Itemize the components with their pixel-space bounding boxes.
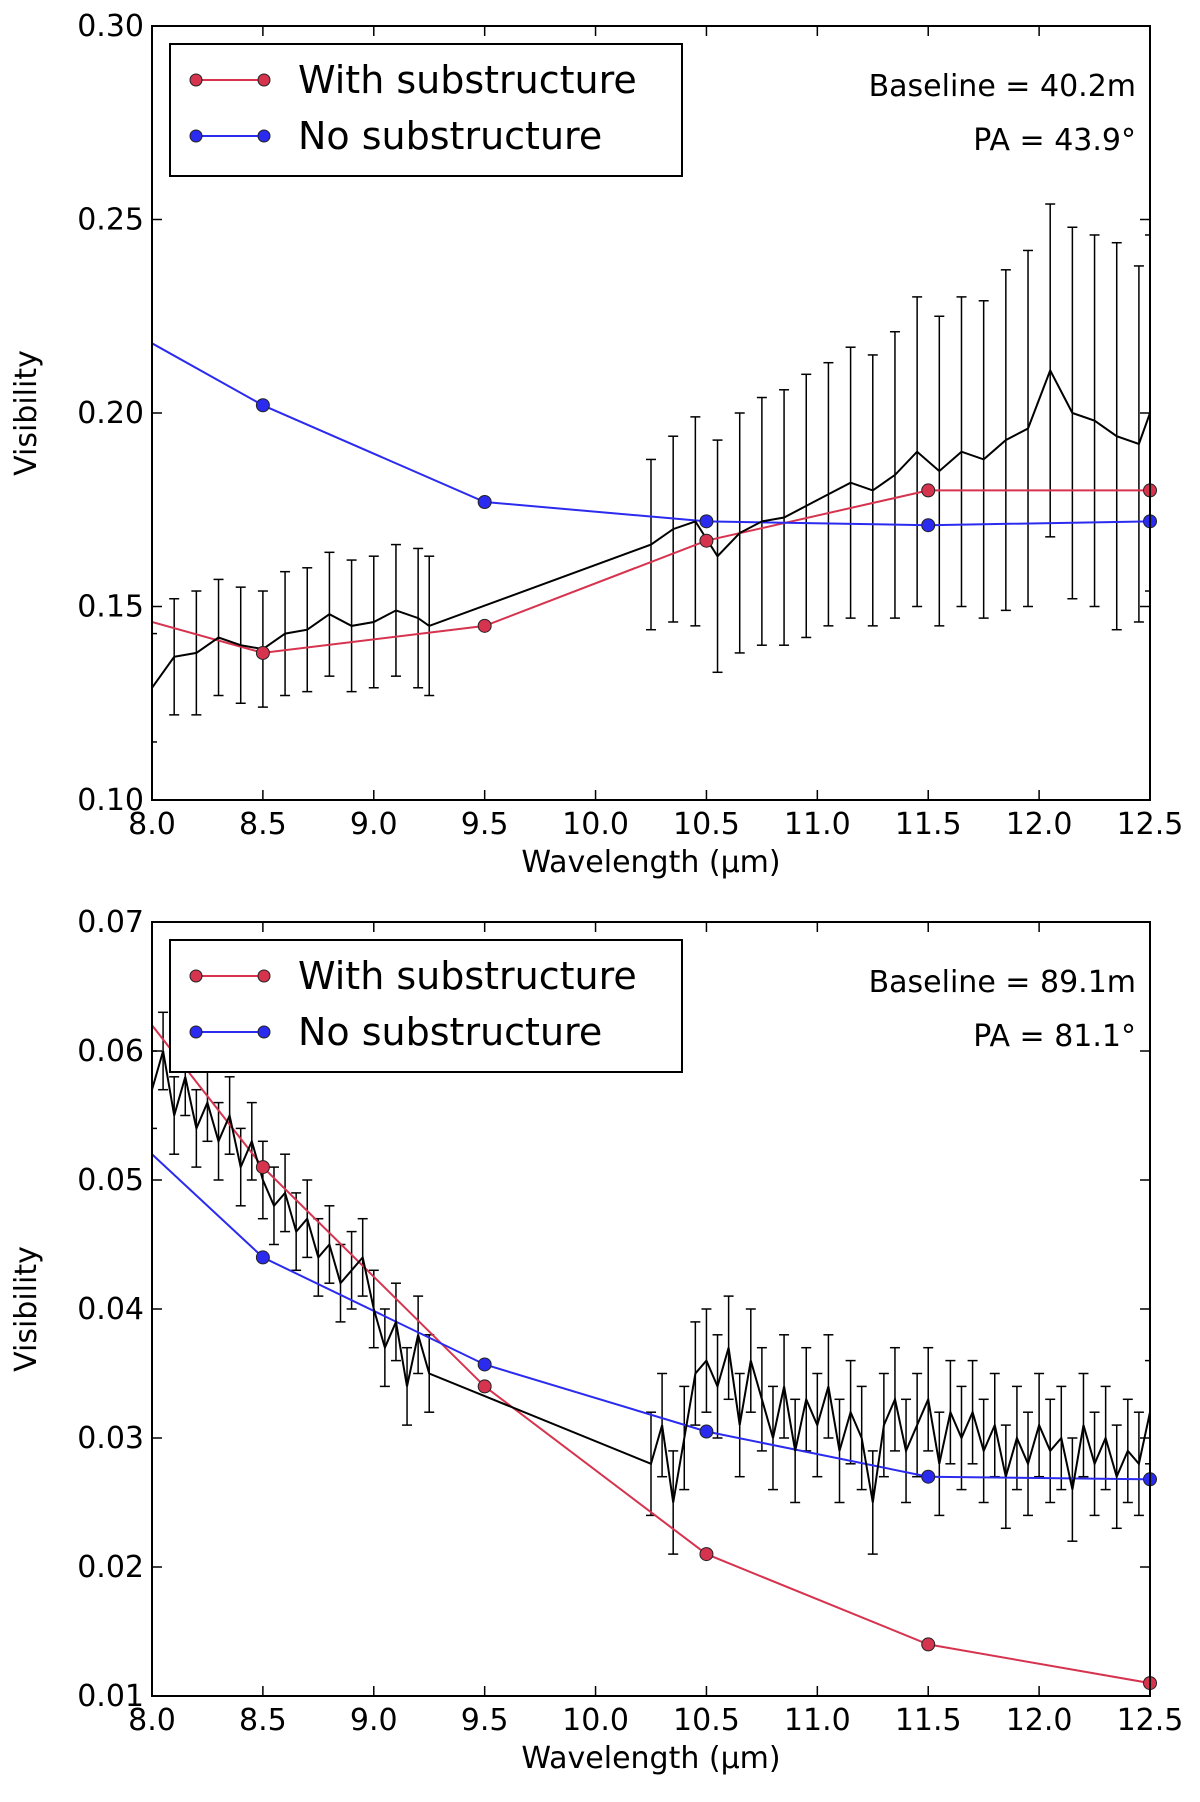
data-point-no-substructure xyxy=(477,1357,492,1372)
legend-marker-no-substructure xyxy=(257,129,271,143)
legend-marker-no-substructure xyxy=(189,1025,203,1039)
x-tick-label: 11.0 xyxy=(784,1703,851,1738)
legend-label-with-substructure: With substructure xyxy=(298,58,637,102)
x-tick-label: 9.0 xyxy=(350,1703,398,1738)
data-point-no-substructure xyxy=(255,398,270,413)
y-tick-label: 0.20 xyxy=(77,396,144,431)
x-tick-label: 8.5 xyxy=(239,807,287,842)
series-markers xyxy=(255,1160,1157,1691)
legend-marker-with-substructure xyxy=(257,969,271,983)
y-tick-label: 0.25 xyxy=(77,203,144,238)
x-tick-label: 12.0 xyxy=(1006,807,1073,842)
x-tick-label: 9.5 xyxy=(461,1703,509,1738)
pa-annotation: PA = 81.1° xyxy=(973,1019,1136,1054)
x-tick-label: 8.0 xyxy=(128,807,176,842)
data-point-with-substructure xyxy=(477,1379,492,1394)
axis-ticks: 8.0 8.5 9.0 9.5 10.0 10.5 11.0 11.5 12.0 12.5 0.10… xyxy=(77,9,1183,842)
legend-marker-with-substructure xyxy=(257,73,271,87)
y-axis-title: Visibility xyxy=(9,1246,44,1372)
x-tick-label: 11.0 xyxy=(784,807,851,842)
x-tick-label: 10.5 xyxy=(673,807,740,842)
x-tick-label: 10.0 xyxy=(562,807,629,842)
data-point-with-substructure xyxy=(921,483,936,498)
data-point-with-substructure xyxy=(255,645,270,660)
data-point-no-substructure xyxy=(699,1424,714,1439)
series-markers xyxy=(255,398,1157,660)
y-tick-label: 0.30 xyxy=(77,9,144,44)
data-point-no-substructure xyxy=(477,495,492,510)
data-point-with-substructure xyxy=(699,1547,714,1562)
axis-ticks: 8.0 8.5 9.0 9.5 10.0 10.5 11.0 11.5 12.0 12.5 0.01… xyxy=(77,905,1183,1738)
errorbars xyxy=(152,203,1150,743)
series-line-with-substructure xyxy=(152,489,1150,654)
panel-top: 8.0 8.5 9.0 9.5 10.0 10.5 11.0 11.5 12.0 12.5 0.10… xyxy=(9,9,1183,880)
x-tick-label: 9.0 xyxy=(350,807,398,842)
series-lines xyxy=(152,1024,1150,1685)
legend-marker-with-substructure xyxy=(189,969,203,983)
legend-marker-no-substructure xyxy=(257,1025,271,1039)
y-axis-title: Visibility xyxy=(9,350,44,476)
legend-marker-no-substructure xyxy=(189,129,203,143)
baseline-annotation: Baseline = 40.2m xyxy=(869,69,1136,104)
x-tick-label: 8.5 xyxy=(239,1703,287,1738)
x-tick-label: 12.5 xyxy=(1117,807,1184,842)
y-tick-label: 0.02 xyxy=(77,1550,144,1585)
legend: With substructure No substructure xyxy=(169,939,683,1073)
x-tick-label: 12.0 xyxy=(1006,1703,1073,1738)
x-tick-label: 11.5 xyxy=(895,1703,962,1738)
legend-box xyxy=(169,939,683,1073)
legend-marker-with-substructure xyxy=(189,73,203,87)
legend: With substructure No substructure xyxy=(169,43,683,177)
x-tick-label: 10.5 xyxy=(673,1703,740,1738)
data-point-with-substructure xyxy=(477,618,492,633)
y-tick-label: 0.05 xyxy=(77,1163,144,1198)
series-line-no-substructure xyxy=(152,342,1150,527)
y-tick-label: 0.06 xyxy=(77,1034,144,1069)
errorbars xyxy=(152,1011,1150,1555)
data-point-no-substructure xyxy=(699,514,714,529)
y-tick-label: 0.10 xyxy=(77,783,144,818)
y-tick-label: 0.15 xyxy=(77,590,144,625)
data-point-no-substructure xyxy=(255,1250,270,1265)
series-lines xyxy=(152,342,1150,689)
y-tick-label: 0.04 xyxy=(77,1292,144,1327)
panel-bottom: 8.0 8.5 9.0 9.5 10.0 10.5 11.0 11.5 12.0 12.5 0.01… xyxy=(9,905,1183,1776)
series-line-no-substructure xyxy=(152,1153,1150,1481)
x-axis-title: Wavelength (μm) xyxy=(521,845,780,880)
baseline-annotation: Baseline = 89.1m xyxy=(869,965,1136,1000)
legend-label-no-substructure: No substructure xyxy=(298,114,602,158)
data-point-with-substructure xyxy=(255,1160,270,1175)
legend-box xyxy=(169,43,683,177)
legend-label-with-substructure: With substructure xyxy=(298,954,637,998)
x-tick-label: 9.5 xyxy=(461,807,509,842)
y-tick-label: 0.01 xyxy=(77,1679,144,1714)
y-tick-label: 0.07 xyxy=(77,905,144,940)
x-tick-label: 12.5 xyxy=(1117,1703,1184,1738)
x-tick-label: 10.0 xyxy=(562,1703,629,1738)
legend-label-no-substructure: No substructure xyxy=(298,1010,602,1054)
x-tick-label: 8.0 xyxy=(128,1703,176,1738)
x-tick-label: 11.5 xyxy=(895,807,962,842)
data-point-with-substructure xyxy=(921,1637,936,1652)
data-point-no-substructure xyxy=(921,1469,936,1484)
series-line-observed xyxy=(152,367,1150,689)
x-axis-title: Wavelength (μm) xyxy=(521,1741,780,1776)
series-line-with-substructure xyxy=(152,1024,1150,1685)
y-tick-label: 0.03 xyxy=(77,1421,144,1456)
data-point-with-substructure xyxy=(699,533,714,548)
data-point-no-substructure xyxy=(921,518,936,533)
pa-annotation: PA = 43.9° xyxy=(973,123,1136,158)
series-line-observed xyxy=(152,1050,1150,1503)
